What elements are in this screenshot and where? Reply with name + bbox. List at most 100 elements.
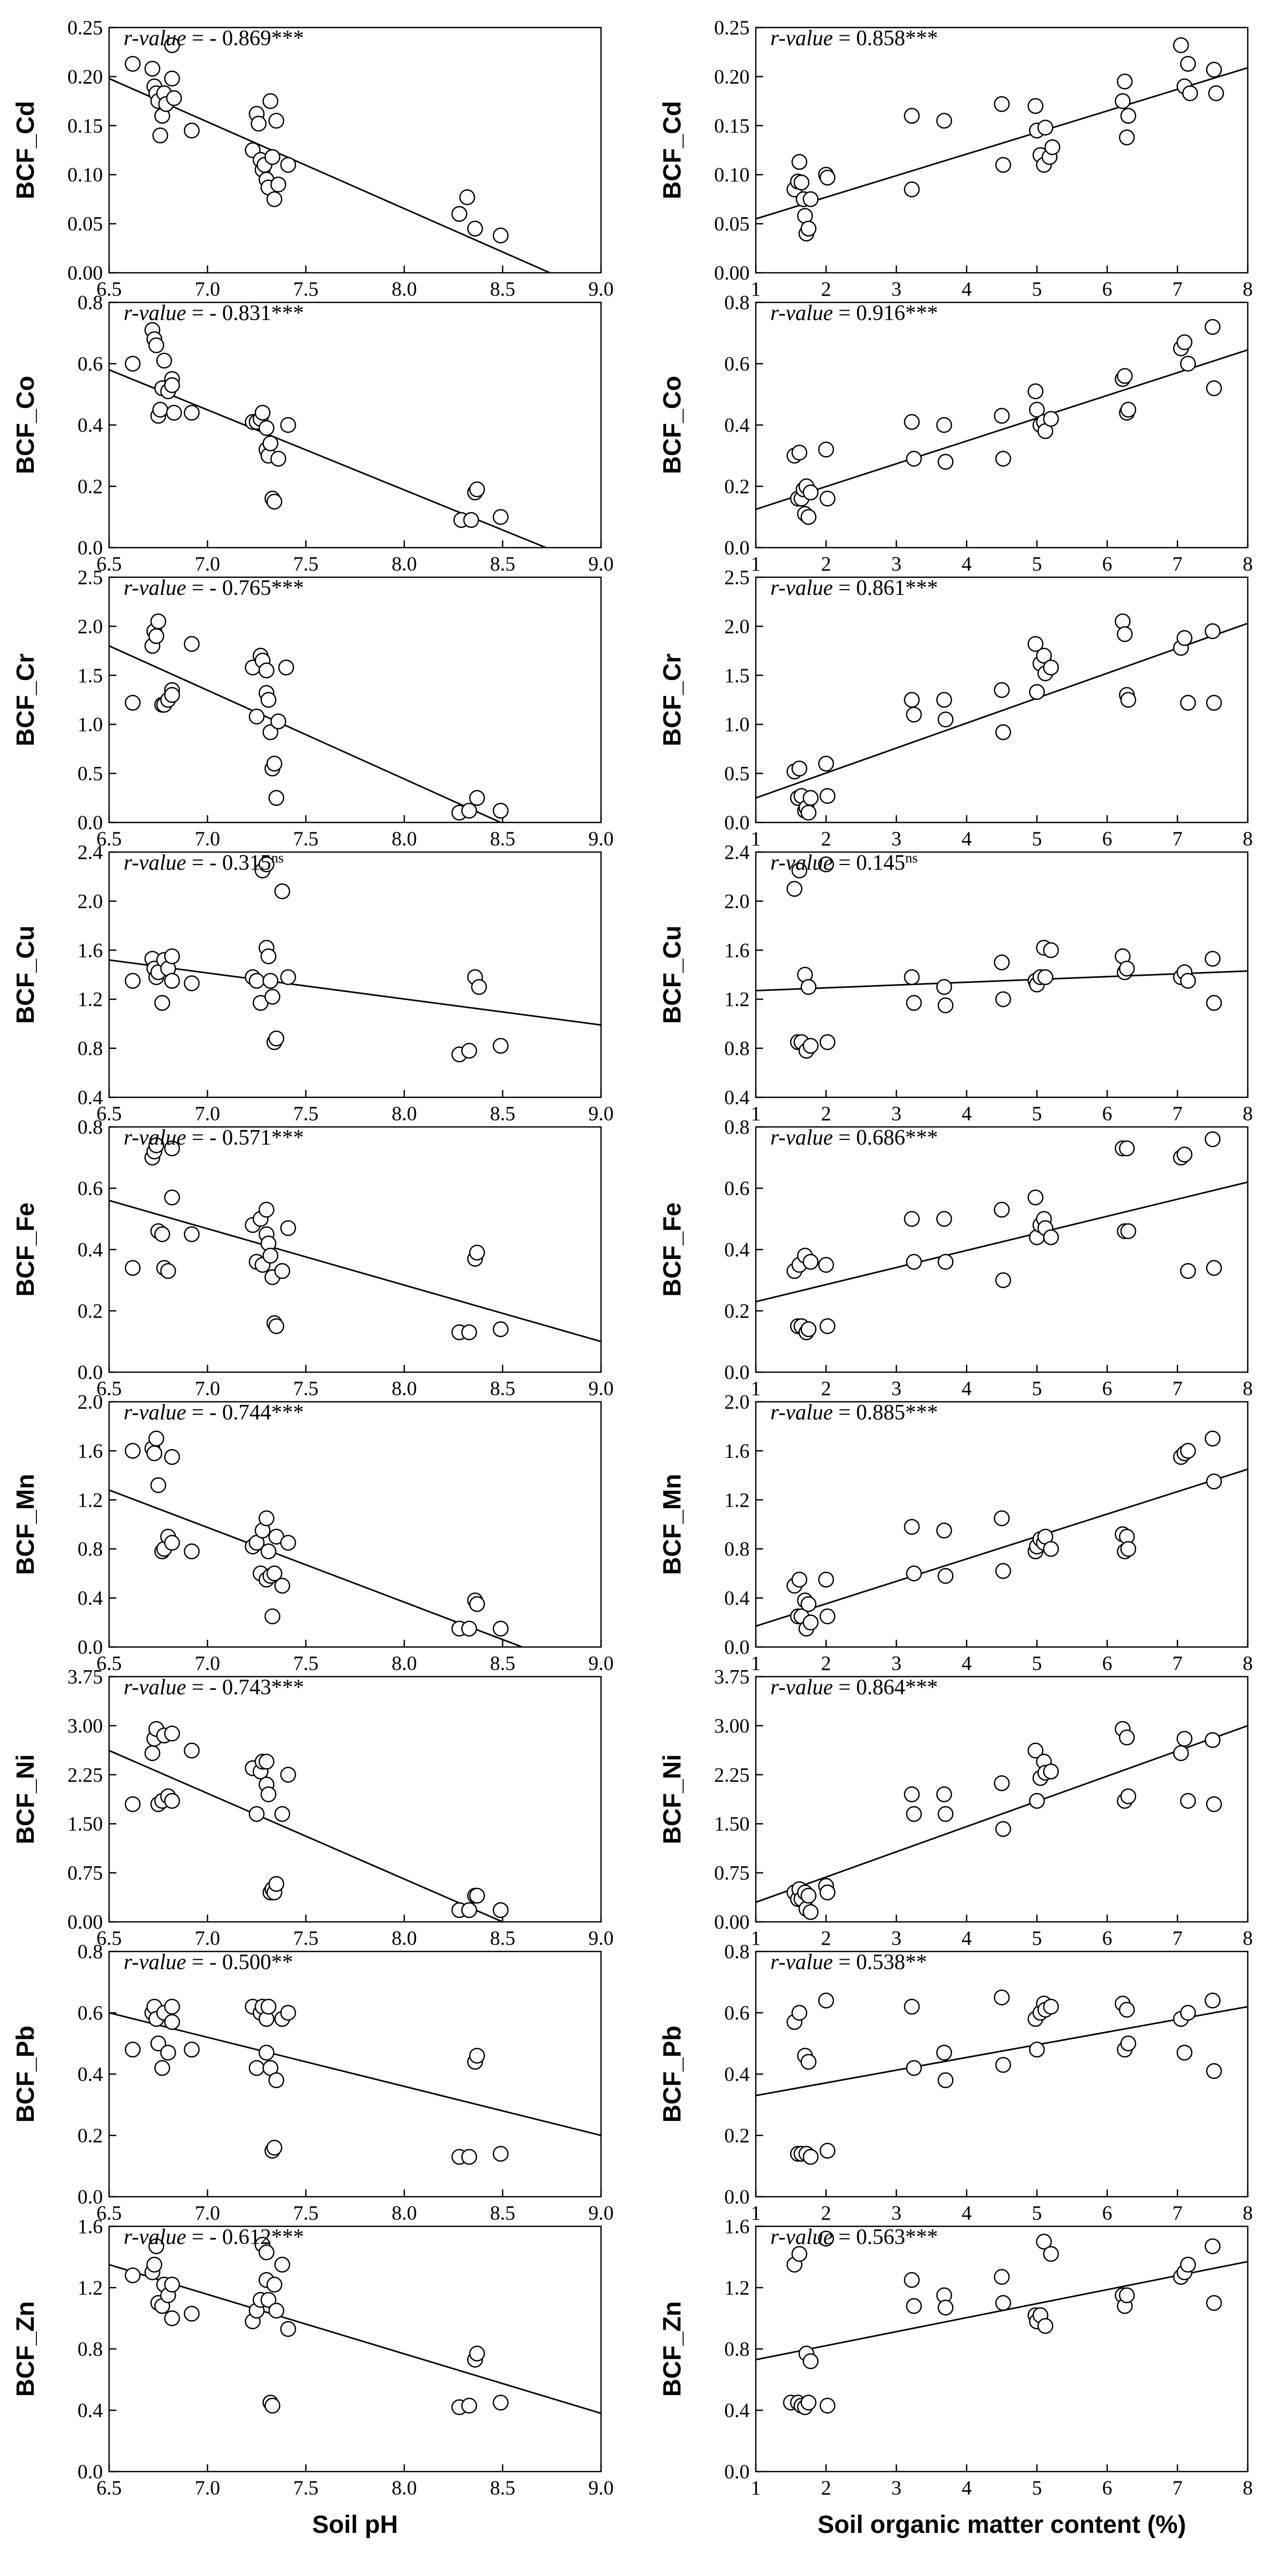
chart-6-som-ytick-label: 1.2 xyxy=(724,1489,750,1511)
chart-1-som-xtick-label: 3 xyxy=(891,278,902,300)
chart-7-som-point xyxy=(1029,1792,1045,1809)
chart-5-ph-xtick-label: 9.0 xyxy=(589,1377,614,1400)
chart-6-ph-fit-line xyxy=(109,1489,523,1647)
chart-6-som-fit-line xyxy=(756,1468,1248,1627)
chart-7-som-xtick-label: 5 xyxy=(1032,1927,1042,1949)
chart-7-ph-xtick-label: 7.0 xyxy=(195,1927,220,1949)
chart-2-som-point xyxy=(803,484,819,501)
chart-9-som-xtick-label: 5 xyxy=(1032,2477,1042,2499)
chart-6-som-xtick-label: 2 xyxy=(821,1652,832,1675)
chart-1-ph-point xyxy=(280,157,296,173)
chart-8-som-point xyxy=(936,2044,952,2061)
chart-2-ph-r-value: r-value = - 0.831*** xyxy=(124,301,304,325)
chart-1-som-xtick-label: 6 xyxy=(1102,278,1113,300)
chart-9-ph-ytick-label: 1.2 xyxy=(77,2277,103,2299)
chart-6-ph-ytick-label: 2.0 xyxy=(77,1391,103,1413)
chart-9-som-xtick-label: 2 xyxy=(821,2477,832,2499)
chart-9-ph-point xyxy=(469,2345,485,2362)
chart-8-som-point xyxy=(1029,2041,1045,2058)
chart-8-som-point xyxy=(818,1993,834,2009)
chart-8-ph-point xyxy=(266,2140,283,2156)
chart-4-ph-point xyxy=(274,883,290,899)
chart-3-ph-ytick-label: 0.0 xyxy=(77,812,103,834)
chart-2-ph-point xyxy=(148,337,165,353)
chart-5-som-ytick-label: 0.2 xyxy=(724,1300,750,1322)
chart-4-ph-frame xyxy=(108,851,602,1098)
chart-2-ph-point xyxy=(258,420,275,436)
chart-8-ph-point xyxy=(258,2044,275,2061)
chart-1-som-xtick-label: 2 xyxy=(821,278,832,300)
chart-8-som-point xyxy=(800,2054,817,2070)
chart-6-ph-point xyxy=(150,1477,166,1493)
chart-2-ph-point xyxy=(280,417,296,433)
chart-1-som-point xyxy=(800,220,817,237)
chart-4-ph: 0.4 0.8 1.2 1.6 2.0 2.4 6.5 7.0 7.5 8.0 8.5 9.0 BCF_… xyxy=(12,841,613,1125)
chart-1-ph-frame xyxy=(108,26,602,274)
chart-6-som-point xyxy=(994,1510,1010,1526)
chart-6-som-xtick-label: 4 xyxy=(962,1652,972,1675)
chart-8-som-ytick-label: 0.6 xyxy=(724,2002,750,2024)
chart-7-som: 0.00 0.75 1.50 2.25 3.00 3.75 1 2 3 4 5 6 7 8 BCF_Ni r-… xyxy=(659,1666,1253,1949)
chart-6-som-point xyxy=(1120,1541,1137,1557)
chart-5-som-xtick-label: 4 xyxy=(962,1377,972,1400)
chart-5-ph-frame xyxy=(108,1126,602,1373)
chart-7-ph-point xyxy=(461,1902,477,1918)
chart-6-som-point xyxy=(819,1608,836,1625)
chart-1-som-point xyxy=(803,191,819,207)
chart-9-som-point xyxy=(1036,2234,1052,2250)
chart-4-ph-xtick-label: 7.5 xyxy=(293,1103,318,1125)
chart-1-ph-point xyxy=(451,206,468,222)
chart-4-som-r-value: r-value = 0.145ns xyxy=(770,850,918,875)
chart-3-ph-point xyxy=(148,628,165,644)
chart-2-som-r-value: r-value = 0.916*** xyxy=(770,301,938,325)
chart-6-som-xtick-label: 6 xyxy=(1102,1652,1113,1675)
chart-9-som-point xyxy=(938,2300,954,2316)
chart-2-ph-xtick-label: 8.5 xyxy=(490,553,515,575)
chart-7-ph-ytick-label: 2.25 xyxy=(68,1764,103,1786)
chart-2-som-point xyxy=(936,417,952,433)
chart-6-ph-ytick-label: 0.8 xyxy=(77,1538,103,1560)
chart-6-ph-point xyxy=(148,1430,165,1447)
chart-6-som-point xyxy=(791,1571,808,1588)
chart-2-ph-xtick-label: 9.0 xyxy=(589,553,614,575)
chart-7-ph-point xyxy=(183,1742,200,1759)
chart-3-som-point xyxy=(819,788,836,804)
chart-6-som-ytick-label: 0.0 xyxy=(724,1636,750,1658)
chart-6-som-point xyxy=(906,1565,922,1582)
chart-8-ph-point xyxy=(183,2041,200,2058)
chart-4-som-ytick-label: 2.4 xyxy=(724,841,750,864)
chart-2-ph-point xyxy=(463,512,479,528)
chart-4-ph-ytick-label: 0.4 xyxy=(77,1086,103,1109)
chart-7-som-xtick-label: 3 xyxy=(891,1927,902,1949)
chart-8-som-xtick-label: 8 xyxy=(1243,2202,1253,2224)
chart-3-ph-xtick-label: 9.0 xyxy=(589,828,614,850)
chart-9-som-xtick-label: 8 xyxy=(1243,2477,1253,2499)
chart-6-som-point xyxy=(995,1563,1011,1579)
chart-7-som-fit-line xyxy=(756,1724,1248,1903)
chart-9-som-point xyxy=(904,2272,920,2288)
chart-3-som-ytick-label: 2.5 xyxy=(724,566,750,589)
chart-7-ph-ytick-label: 3.00 xyxy=(68,1715,103,1737)
chart-3-ph-point xyxy=(248,708,265,725)
chart-5-ph-xtick-label: 6.5 xyxy=(97,1377,122,1400)
chart-9-som-xtick-label: 4 xyxy=(962,2477,972,2499)
chart-7-ph-ylabel: BCF_Ni xyxy=(12,1754,39,1844)
chart-5-ph-point xyxy=(148,1137,165,1153)
chart-5-som-ytick-label: 0.0 xyxy=(724,1361,750,1384)
chart-7-ph-point xyxy=(260,1786,277,1802)
chart-6-som-point xyxy=(904,1519,920,1535)
chart-2-som-xtick-label: 2 xyxy=(821,553,832,575)
chart-4-ph-fit-line xyxy=(109,959,601,1026)
chart-9-som-point xyxy=(791,2246,808,2262)
chart-5-ph-xtick-label: 8.5 xyxy=(490,1377,515,1400)
chart-3-ph-point xyxy=(270,713,287,729)
chart-3-som-point xyxy=(938,711,954,728)
chart-9-ph-xtick-label: 7.0 xyxy=(195,2477,220,2499)
chart-1-som-point xyxy=(793,175,810,191)
chart-1-ph-r-value: r-value = - 0.869*** xyxy=(124,26,304,50)
chart-3-som-point xyxy=(1043,659,1059,675)
chart-4-som-point xyxy=(995,991,1011,1007)
chart-7-ph-point xyxy=(274,1806,290,1822)
chart-7-ph-xtick-label: 7.5 xyxy=(293,1927,318,1949)
chart-9-som-point xyxy=(994,2269,1010,2285)
